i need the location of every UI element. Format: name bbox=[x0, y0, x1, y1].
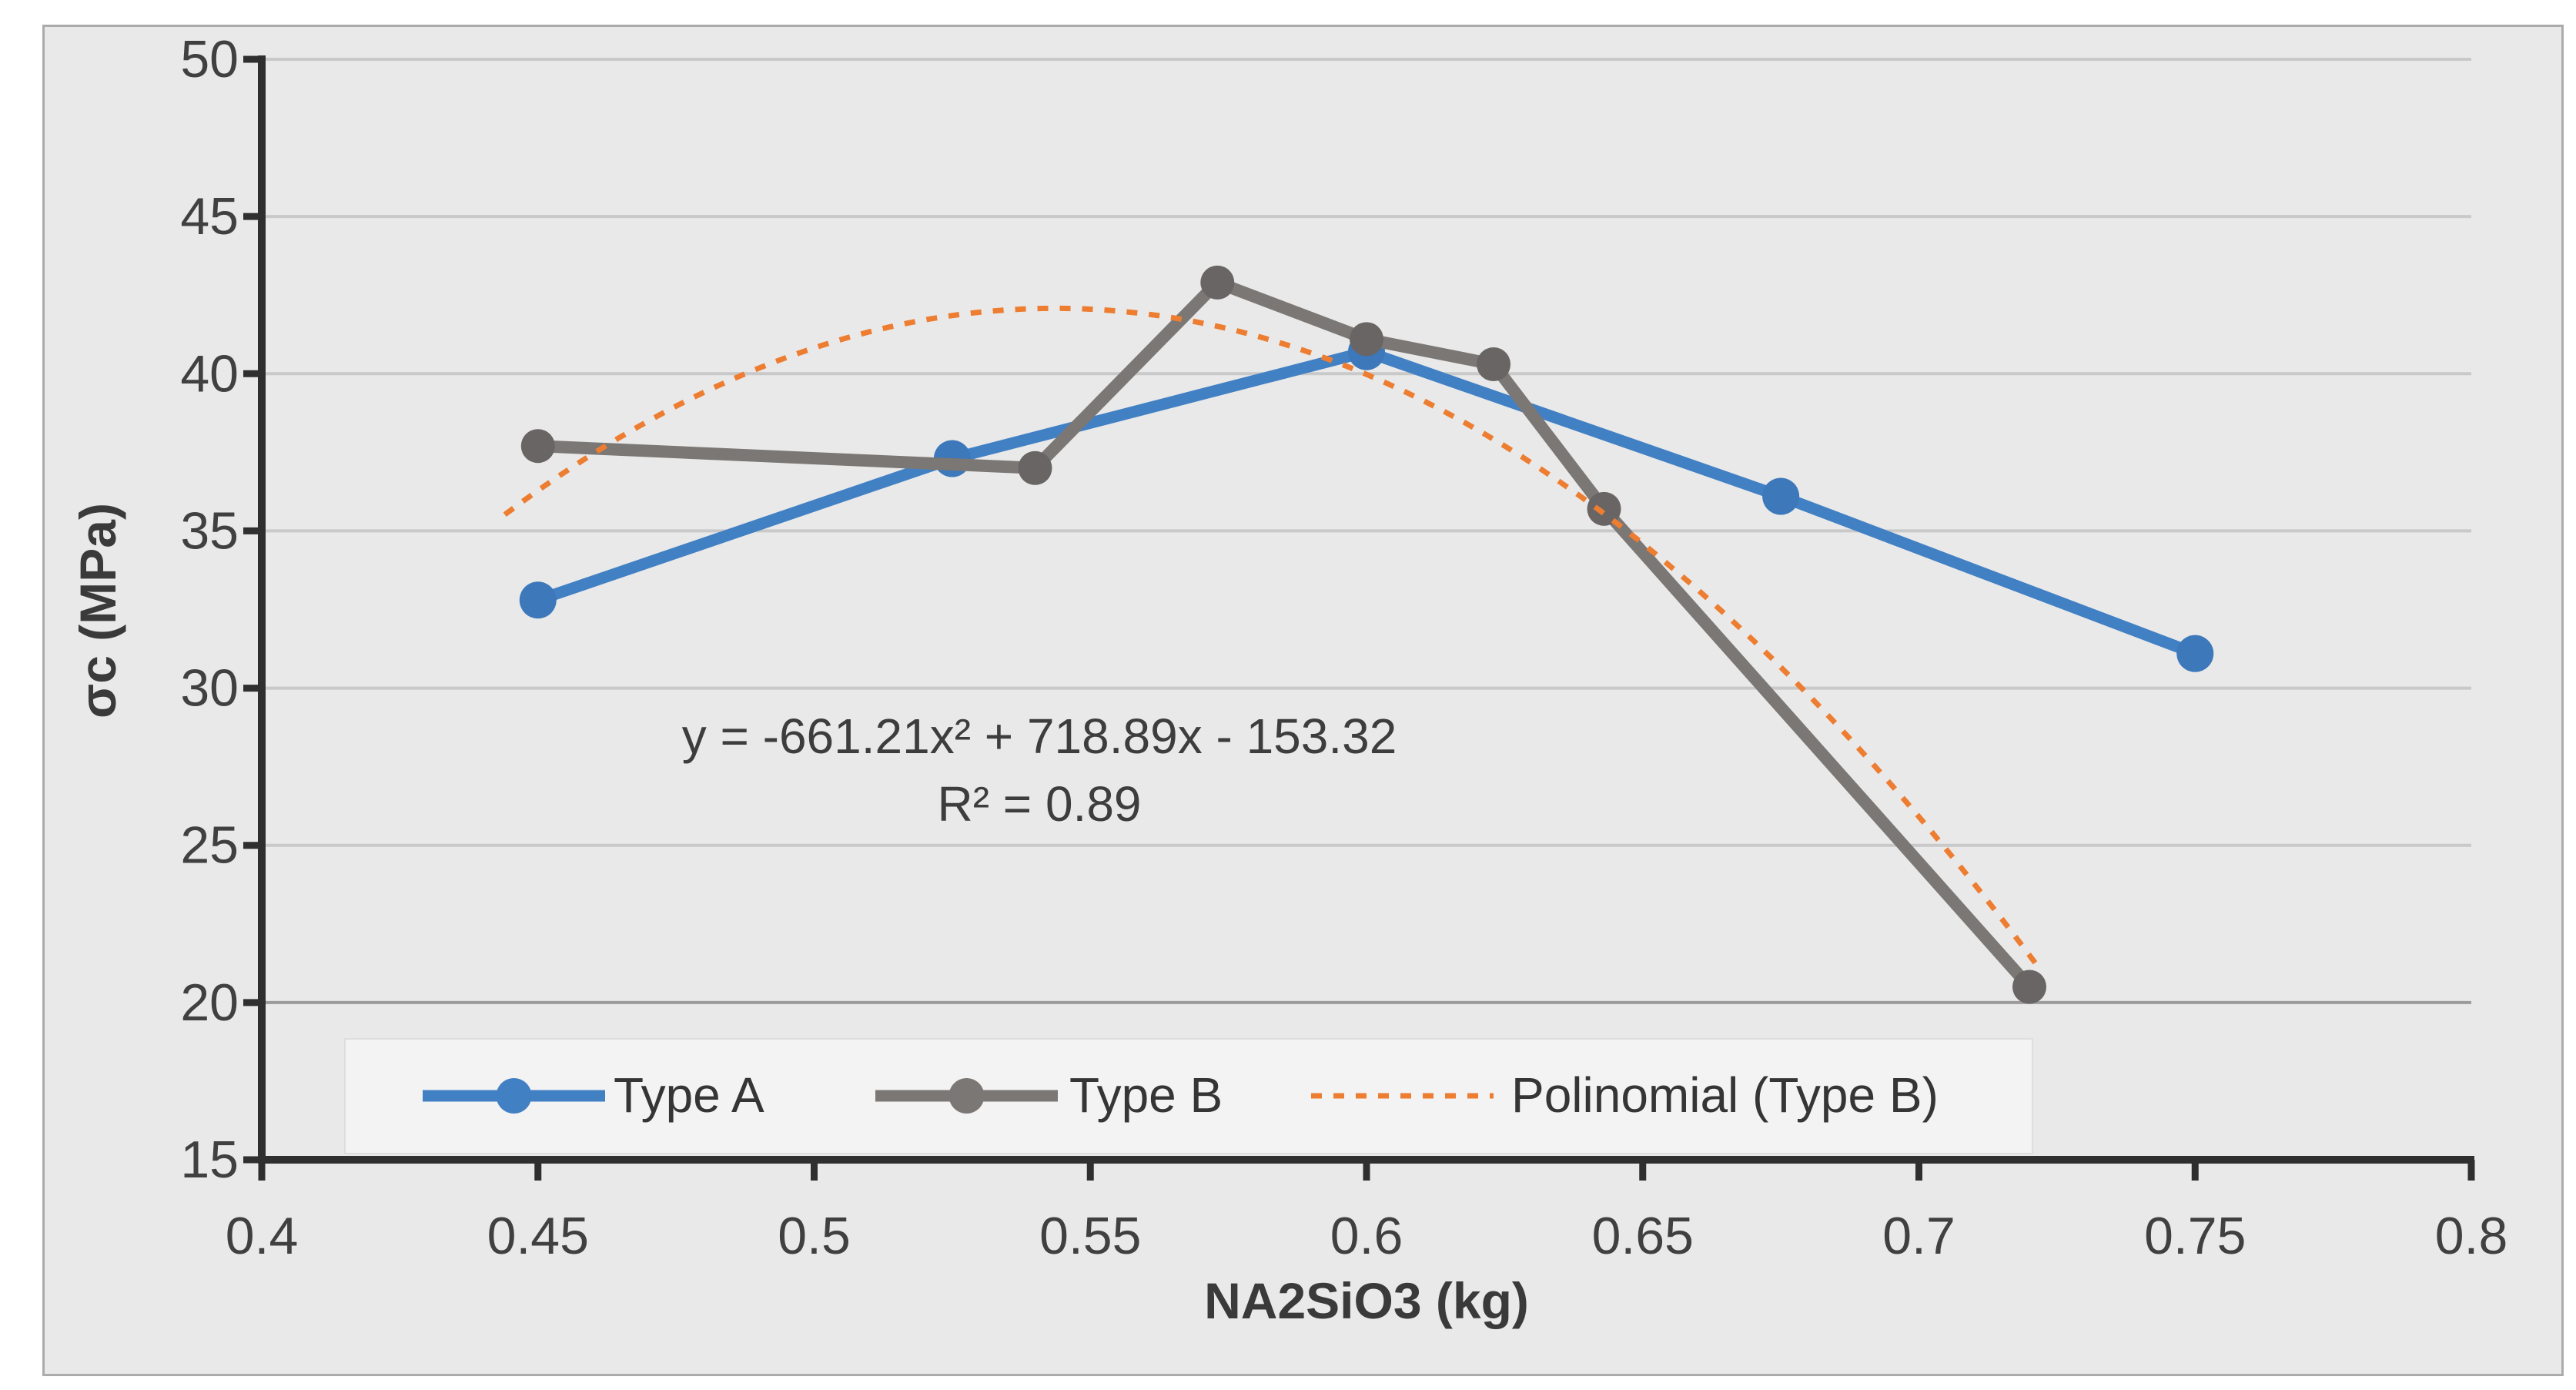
trendline-path bbox=[503, 305, 2043, 972]
r-squared-label: R² = 0.89 bbox=[937, 776, 1141, 832]
x-tick-label-0.8: 0.8 bbox=[2435, 1207, 2508, 1265]
trendline-equation-label: y = -661.21x² + 718.89x - 153.32 bbox=[682, 708, 1397, 764]
legend-items: Type A Type B Polinomial (Type B) bbox=[423, 1067, 1939, 1123]
legend-item-type-a: Type A bbox=[423, 1067, 764, 1123]
y-tick-label-50: 50 bbox=[180, 30, 239, 89]
tick-labels: 15 20 25 30 35 40 45 50 0.4 0.45 0.5 0.55 0.6 0.65 0.7… bbox=[180, 30, 2507, 1265]
y-axis-title: σc (MPa) bbox=[69, 503, 126, 718]
data-series-layer bbox=[503, 265, 2214, 1004]
type-b-marker bbox=[1350, 322, 1383, 357]
type-b-marker bbox=[1587, 491, 1621, 526]
type-a-marker bbox=[2176, 635, 2214, 672]
type-b-marker bbox=[1477, 347, 1511, 382]
x-tick-label-0.4: 0.4 bbox=[226, 1207, 299, 1265]
legend-item-polinomial-type-b--label: Polinomial (Type B) bbox=[1511, 1067, 1939, 1123]
legend-item-type-b-marker-icon bbox=[948, 1078, 985, 1114]
x-axis-title: NA2SiO3 (kg) bbox=[1204, 1272, 1529, 1329]
x-tick-label-0.5: 0.5 bbox=[778, 1207, 851, 1265]
x-tick-label-0.75: 0.75 bbox=[2144, 1207, 2246, 1265]
type-b-marker bbox=[520, 429, 555, 464]
type-a-marker bbox=[519, 581, 557, 619]
legend-box bbox=[344, 1038, 2033, 1154]
y-tick-label-35: 35 bbox=[180, 501, 239, 560]
x-tick-label-0.55: 0.55 bbox=[1039, 1207, 1141, 1265]
y-tick-label-15: 15 bbox=[180, 1130, 239, 1189]
y-tick-label-30: 30 bbox=[180, 659, 239, 718]
legend-item-type-b-label: Type B bbox=[1069, 1067, 1223, 1123]
legend-item-polinomial-type-b-: Polinomial (Type B) bbox=[1311, 1067, 1939, 1123]
y-tick-label-20: 20 bbox=[180, 973, 239, 1032]
chart-area-background bbox=[42, 25, 2564, 1376]
legend-item-type-a-marker-icon bbox=[496, 1078, 532, 1114]
axes-layer bbox=[243, 55, 2475, 1181]
type-a-marker bbox=[1762, 477, 1800, 515]
type-b-marker bbox=[1018, 450, 1052, 485]
x-tick-label-0.7: 0.7 bbox=[1882, 1207, 1955, 1265]
x-tick-label-0.6: 0.6 bbox=[1330, 1207, 1403, 1265]
legend-item-type-a-label: Type A bbox=[614, 1067, 764, 1123]
x-tick-label-0.45: 0.45 bbox=[487, 1207, 589, 1265]
legend: Type A Type B Polinomial (Type B) bbox=[344, 1038, 2033, 1154]
type-b-marker bbox=[2012, 970, 2046, 1004]
type-b-marker bbox=[1200, 265, 1235, 300]
x-tick-label-0.65: 0.65 bbox=[1592, 1207, 1694, 1265]
y-tick-label-40: 40 bbox=[180, 344, 239, 403]
y-tick-label-25: 25 bbox=[180, 816, 239, 875]
legend-item-type-b: Type B bbox=[875, 1067, 1223, 1123]
y-tick-label-45: 45 bbox=[180, 187, 239, 246]
